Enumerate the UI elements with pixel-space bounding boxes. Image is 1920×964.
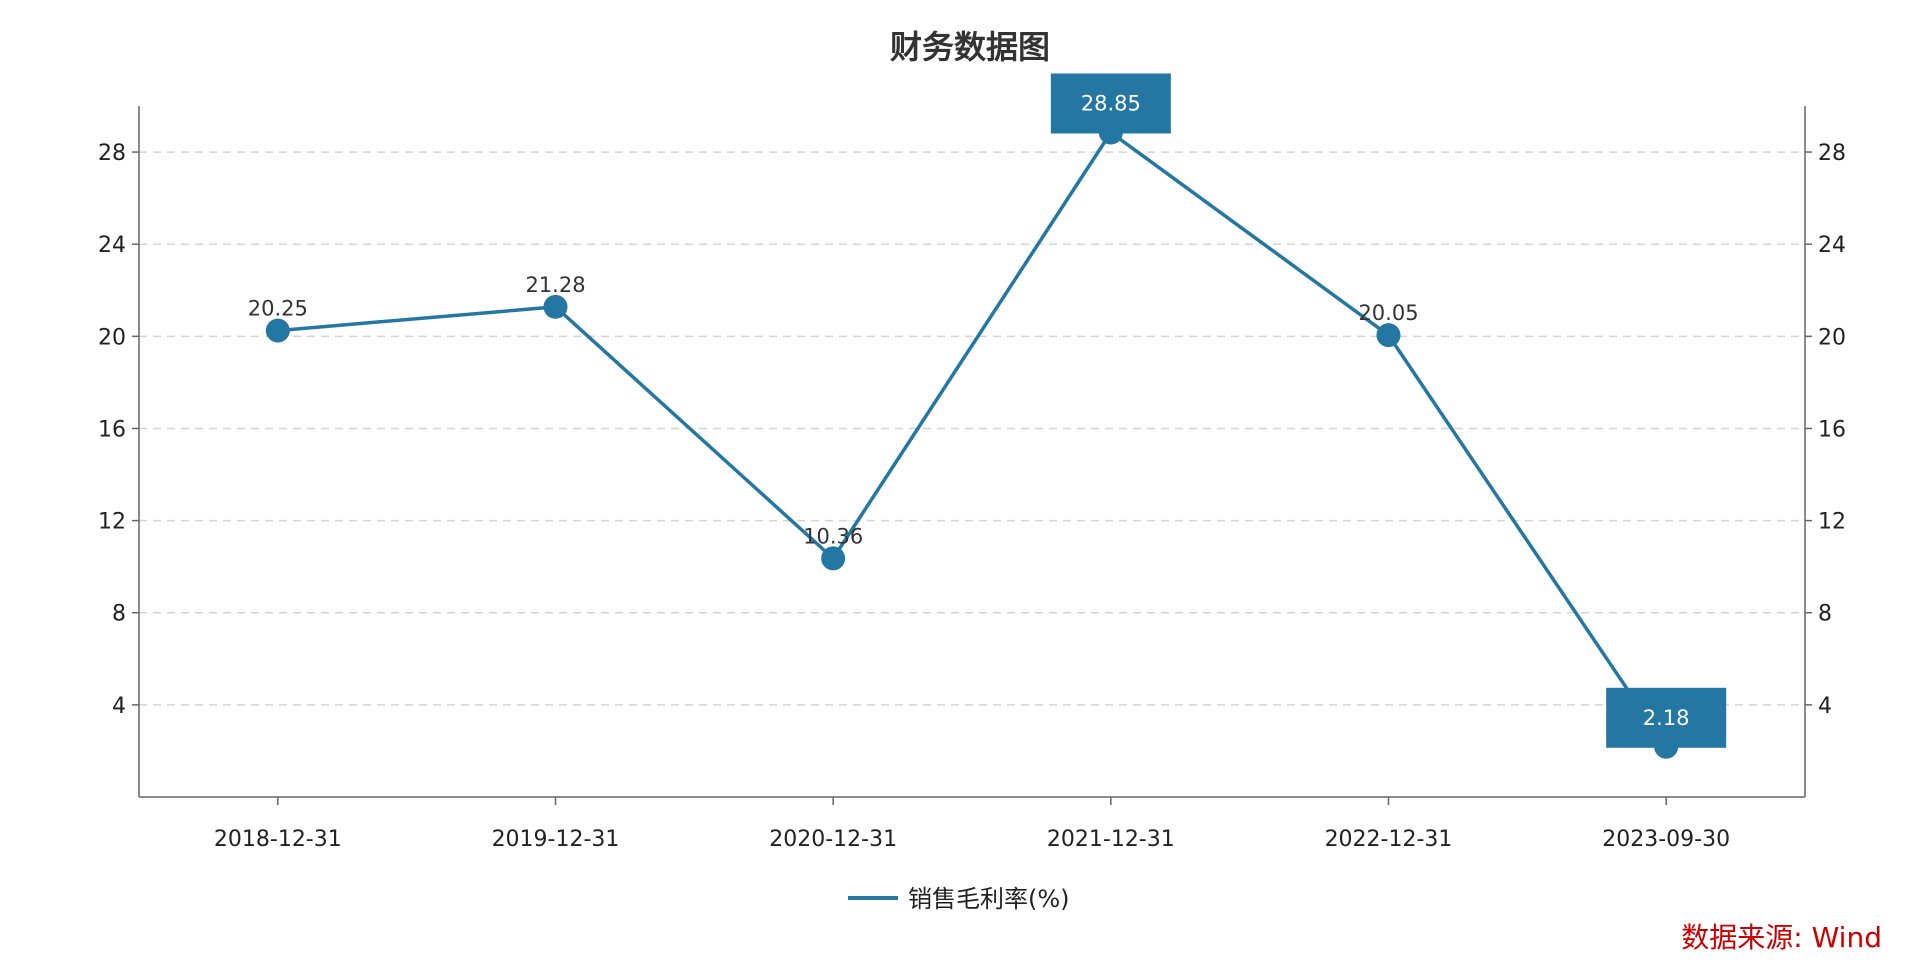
y-tick-label-right: 16 — [1818, 417, 1846, 442]
callout-label: 28.85 — [1081, 91, 1141, 115]
series-line — [277, 129, 1668, 748]
data-point — [1376, 323, 1401, 348]
y-tick-label-right: 20 — [1818, 325, 1846, 350]
y-tick-label-right: 28 — [1818, 141, 1846, 166]
x-tick-label: 2020-12-31 — [769, 827, 897, 852]
chart-title: 财务数据图 — [890, 28, 1050, 66]
y-tick-label-left: 28 — [98, 141, 126, 166]
data-label: 20.05 — [1358, 301, 1418, 325]
data-label: 20.25 — [248, 297, 308, 321]
axes: 4 4 8 8 12 12 16 16 20 20 24 24 28 28 2018-12-31 2019-1… — [98, 106, 1846, 852]
callout-box — [1050, 73, 1171, 134]
y-tick-label-left: 8 — [112, 602, 126, 627]
y-tick-label-right: 8 — [1818, 602, 1832, 627]
data-label: 21.28 — [525, 273, 585, 297]
legend: 销售毛利率(%) — [848, 885, 1070, 913]
y-tick-label-left: 24 — [98, 233, 126, 258]
x-tick-label: 2018-12-31 — [214, 827, 342, 852]
callout-box — [1606, 687, 1727, 748]
x-tick-label: 2023-09-30 — [1602, 827, 1730, 852]
data-source-note: 数据来源: Wind — [1681, 921, 1882, 954]
data-point — [821, 546, 846, 571]
y-tick-label-right: 24 — [1818, 233, 1846, 258]
y-tick-label-left: 16 — [98, 417, 126, 442]
legend-label: 销售毛利率(%) — [908, 885, 1070, 913]
x-tick-label: 2019-12-31 — [492, 827, 620, 852]
data-label: 10.36 — [803, 524, 863, 548]
grid — [139, 151, 1805, 706]
data-point — [265, 318, 290, 343]
series-line-group — [265, 120, 1679, 759]
data-labels: 20.25 21.28 10.36 28.85 20.05 2.18 — [248, 73, 1727, 748]
x-tick-label: 2022-12-31 — [1325, 827, 1453, 852]
y-tick-label-left: 4 — [112, 694, 126, 719]
y-tick-label-right: 12 — [1818, 510, 1846, 535]
y-tick-label-left: 20 — [98, 325, 126, 350]
callout-label: 2.18 — [1643, 706, 1690, 730]
data-point — [543, 294, 568, 319]
x-tick-label: 2021-12-31 — [1047, 827, 1175, 852]
y-tick-label-right: 4 — [1818, 694, 1832, 719]
y-tick-label-left: 12 — [98, 510, 126, 535]
